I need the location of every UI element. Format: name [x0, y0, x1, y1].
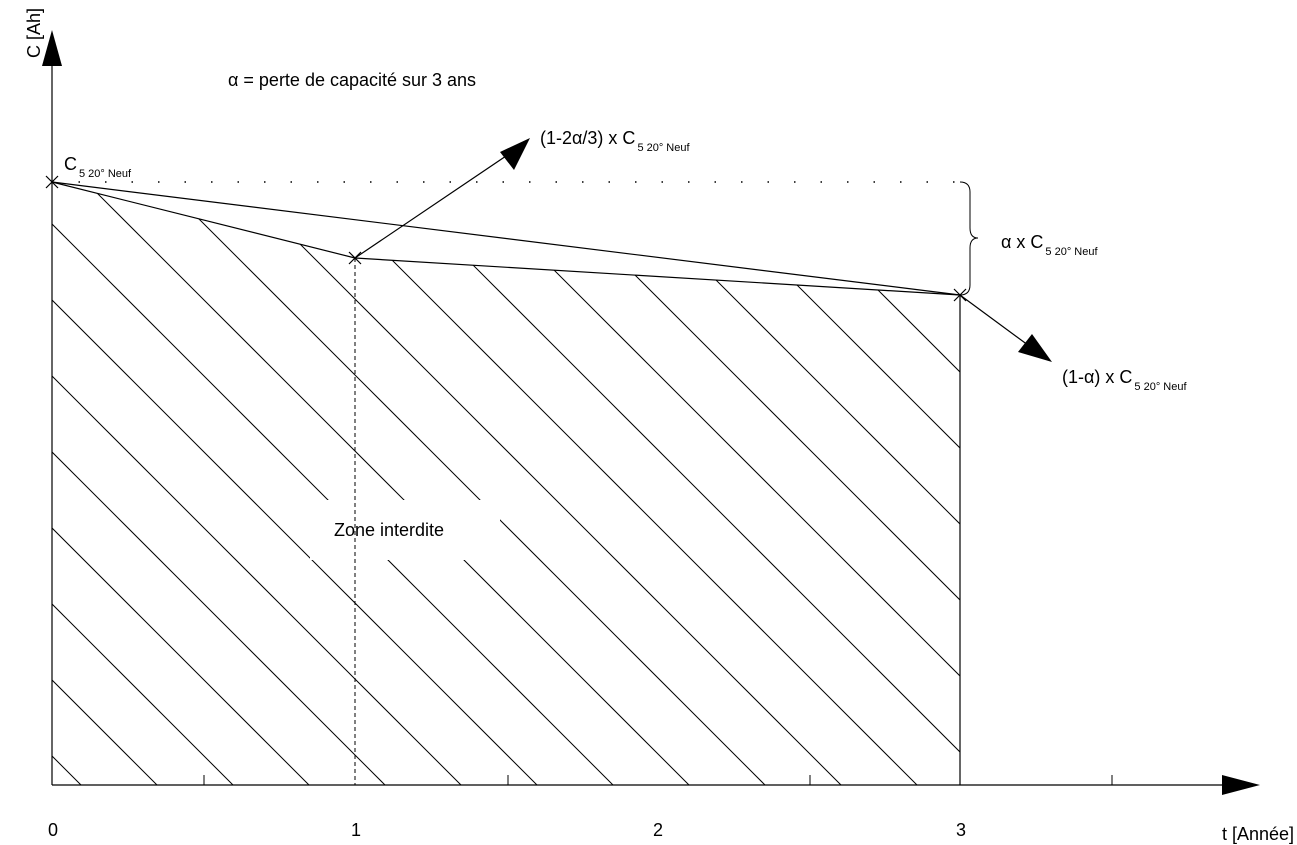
direct-degradation-line: [51, 181, 961, 296]
hatch-line: [52, 182, 405, 785]
hatch-line: [135, 182, 937, 785]
end-point-arrowhead: [1018, 334, 1052, 362]
hatch-line: [439, 182, 960, 785]
hatch-line: [287, 182, 960, 785]
delta-brace: [959, 181, 979, 296]
hatch-line: [515, 182, 960, 785]
x-axis-ticks: [203, 775, 1113, 785]
hatch-line: [819, 182, 960, 785]
hatch-line: [363, 182, 960, 785]
start-point-marker: [45, 175, 59, 189]
x-tick-label-3: 3: [956, 820, 966, 840]
zone-label: Zone interdite: [334, 520, 444, 540]
end-point-arrow-shaft: [959, 294, 1033, 349]
forbidden-zone-hatching: [52, 80, 1297, 845]
hatch-line: [52, 182, 709, 785]
mid-point-arrowhead: [500, 138, 530, 170]
hatch-line: [591, 182, 960, 785]
hatch-line: [52, 182, 557, 785]
x-axis-arrowhead: [1222, 775, 1260, 795]
x-axis-label: t [Année]: [1222, 824, 1294, 844]
hatch-line: [211, 182, 960, 785]
mid-point-arrow-shaft: [354, 151, 513, 259]
hatch-line: [972, 80, 1297, 845]
x-tick-label-1: 1: [351, 820, 361, 840]
hatch-line: [667, 182, 960, 785]
hatch-line: [52, 182, 633, 785]
x-tick-label-0: 0: [48, 820, 58, 840]
hatch-line: [52, 182, 253, 785]
hatch-line: [52, 182, 785, 785]
hatch-line: [743, 182, 960, 785]
hatch-line: [52, 182, 101, 785]
zone-label-clearing: [310, 500, 500, 560]
y-axis-label: C [Ah]: [24, 8, 44, 58]
hatch-line: [52, 182, 481, 785]
legend-text: α = perte de capacité sur 3 ans: [228, 70, 476, 90]
hatch-line: [895, 182, 960, 785]
hatch-line: [59, 182, 861, 785]
hatch-line: [52, 182, 329, 785]
x-tick-label-2: 2: [653, 820, 663, 840]
y-axis-arrowhead: [42, 30, 62, 66]
